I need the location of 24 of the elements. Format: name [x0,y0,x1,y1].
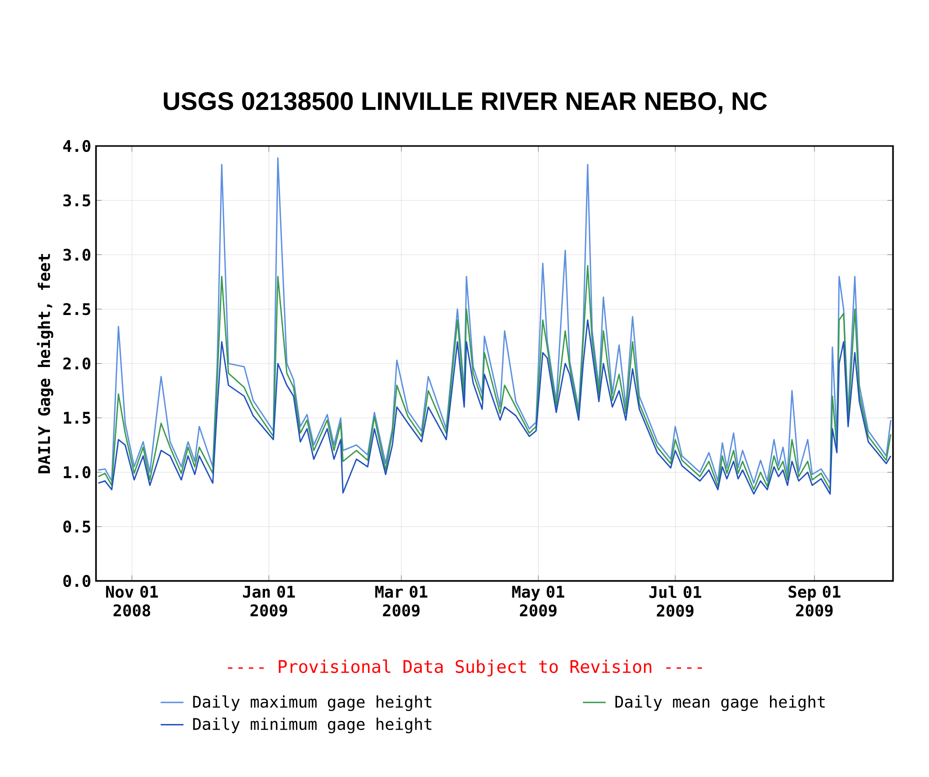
text: ---- Provisional Data Subject to Revision ---- [228,660,702,676]
chart-title: USGS 02138500 LINVILLE RIVER NEAR NEBO, NC [164,92,767,114]
y-tick-label: 1.5 [64,412,90,424]
legend-label: Daily mean gage height [615,695,825,712]
line-series [98,264,892,490]
legend-label: Daily maximum gage height [193,695,432,712]
line-series [98,319,892,495]
y-tick-label: 0.0 [63,574,90,588]
y-tick-label: 3.5 [63,194,90,206]
y-tick-label: 0.5 [63,520,90,533]
x-tick-label: Jul 01 2009 [649,586,702,617]
y-tick-label: 2.5 [63,303,90,316]
y-tick-label: 4.0 [63,140,90,152]
y-axis-title: DAILY Gage height, feet [36,254,54,474]
y-tick-label: 2.0 [63,357,90,370]
legend-label: Daily minimum gage height [193,718,432,734]
x-tick-label: May 01 2009 [512,586,564,617]
y-tick-label: 3.0 [63,248,90,261]
x-tick-label: Sep 01 2009 [788,586,840,617]
x-tick-label: Mar 01 2009 [375,586,428,617]
y-tick-label: 1.0 [64,466,90,478]
line-series [98,157,892,484]
x-tick-label: Jan 01 2009 [242,586,295,617]
x-tick-label: Nov 01 2008 [106,586,158,616]
